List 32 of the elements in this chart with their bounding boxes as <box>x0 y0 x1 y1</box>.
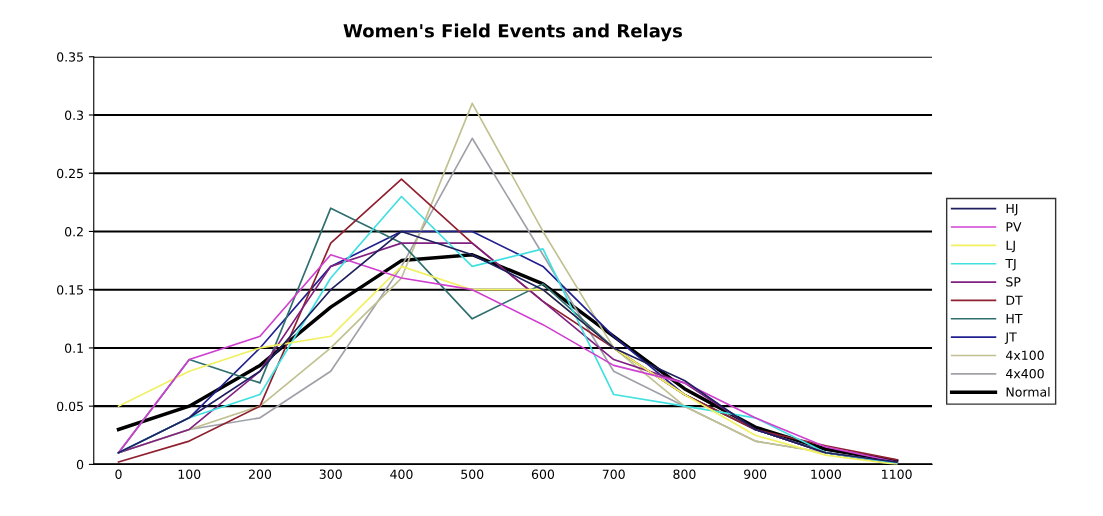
y-tick-label: 0.05 <box>57 401 83 412</box>
x-tick-label: 1100 <box>882 469 912 479</box>
y-tick-label: 0.35 <box>57 52 83 62</box>
x-tick-label: 900 <box>744 469 767 479</box>
legend-label: HT <box>1006 314 1023 324</box>
legend-label: 4x100 <box>1006 350 1044 361</box>
x-tick-label: 700 <box>602 469 625 479</box>
legend-label: SP <box>1006 277 1021 287</box>
legend-label: JT <box>1004 332 1017 344</box>
x-tick-label: 200 <box>248 469 272 479</box>
legend-label: LJ <box>1006 240 1015 253</box>
legend-label: DT <box>1006 295 1023 305</box>
y-tick-label: 0 <box>76 459 84 470</box>
legend-label: PV <box>1006 222 1022 232</box>
legend-label: TJ <box>1005 258 1016 271</box>
legend-label: Normal <box>1006 387 1050 397</box>
y-tick-label: 0.2 <box>64 226 83 237</box>
y-tick-label: 0.1 <box>64 343 83 353</box>
x-tick-label: 400 <box>390 469 413 479</box>
x-tick-label: 1000 <box>811 469 841 479</box>
x-tick-label: 300 <box>319 469 342 479</box>
chart-title: Women's Field Events and Relays <box>343 23 682 42</box>
x-tick-label: 600 <box>531 469 555 479</box>
y-tick-label: 0.25 <box>57 168 83 179</box>
x-tick-label: 100 <box>178 469 201 479</box>
x-tick-label: 0 <box>115 469 122 479</box>
legend-label: 4x400 <box>1006 368 1044 379</box>
y-tick-label: 0.3 <box>64 110 84 120</box>
legend-label: HJ <box>1006 203 1018 216</box>
x-tick-label: 800 <box>673 469 696 479</box>
y-tick-label: 0.15 <box>57 285 83 295</box>
x-tick-label: 500 <box>461 469 484 479</box>
